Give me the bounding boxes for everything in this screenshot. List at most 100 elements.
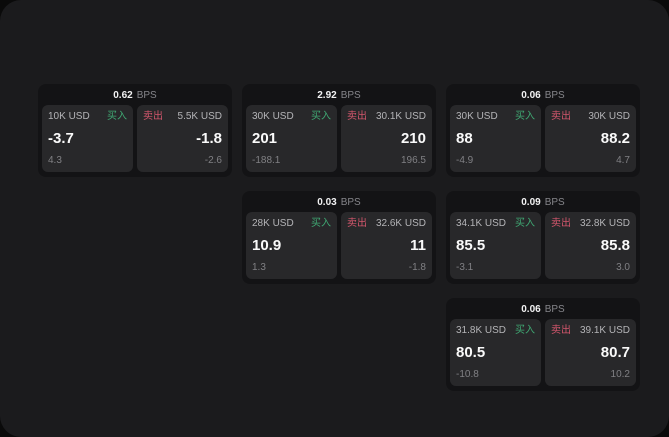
quote-card: 0.62 BPS 10K USD 买入 -3.7 4.3 卖出 5.5K USD…: [38, 84, 232, 177]
buy-side-label: 买入: [515, 325, 535, 336]
bps-value: 0.62: [113, 90, 133, 101]
sell-tile-top-row: 卖出 32.8K USD: [551, 218, 630, 230]
sell-tile-top-row: 卖出 30.1K USD: [347, 111, 426, 123]
bps-value: 0.09: [521, 197, 541, 208]
buy-price: 85.5: [456, 237, 486, 254]
sell-delta: -1.8: [408, 262, 426, 273]
sell-quote-tile[interactable]: 卖出 39.1K USD 80.7 10.2: [545, 319, 636, 386]
buy-price: 10.9: [252, 237, 282, 254]
buy-price: 80.5: [456, 344, 486, 361]
bps-header: 0.03 BPS: [242, 191, 436, 212]
buy-size: 10K USD: [48, 111, 90, 122]
sell-price: 85.8: [600, 237, 630, 254]
sell-price: 11: [410, 237, 426, 254]
buy-delta: 4.3: [48, 155, 62, 166]
quote-card-body: 34.1K USD 买入 85.5 -3.1 卖出 32.8K USD 85.8…: [446, 212, 640, 284]
buy-tile-top-row: 30K USD 买入: [456, 111, 535, 123]
buy-tile-top-row: 10K USD 买入: [48, 111, 127, 123]
bps-header: 0.09 BPS: [446, 191, 640, 212]
sell-tile-top-row: 卖出 32.6K USD: [347, 218, 426, 230]
buy-delta: -4.9: [456, 155, 474, 166]
sell-tile-top-row: 卖出 39.1K USD: [551, 325, 630, 337]
quote-card-body: 31.8K USD 买入 80.5 -10.8 卖出 39.1K USD 80.…: [446, 319, 640, 391]
sell-quote-tile[interactable]: 卖出 5.5K USD -1.8 -2.6: [137, 105, 228, 172]
bps-header: 0.06 BPS: [446, 84, 640, 105]
quote-card: 0.06 BPS 31.8K USD 买入 80.5 -10.8 卖出 39.1…: [446, 298, 640, 391]
bps-value: 0.06: [521, 304, 541, 315]
bps-header: 2.92 BPS: [242, 84, 436, 105]
sell-delta: 3.0: [616, 262, 630, 273]
buy-tile-top-row: 30K USD 买入: [252, 111, 331, 123]
bps-value: 0.03: [317, 197, 337, 208]
quote-card: 0.09 BPS 34.1K USD 买入 85.5 -3.1 卖出 32.8K…: [446, 191, 640, 284]
sell-side-label: 卖出: [551, 111, 571, 122]
bps-value: 2.92: [317, 90, 337, 101]
sell-side-label: 卖出: [347, 111, 367, 122]
sell-delta: 196.5: [400, 155, 426, 166]
buy-size: 30K USD: [456, 111, 498, 122]
buy-delta: -10.8: [456, 369, 479, 380]
sell-delta: 10.2: [610, 369, 630, 380]
quote-card: 0.03 BPS 28K USD 买入 10.9 1.3 卖出 32.6K US…: [242, 191, 436, 284]
quote-card-body: 30K USD 买入 88 -4.9 卖出 30K USD 88.2 4.7: [446, 105, 640, 177]
quote-card: 0.06 BPS 30K USD 买入 88 -4.9 卖出 30K USD 8…: [446, 84, 640, 177]
buy-quote-tile[interactable]: 31.8K USD 买入 80.5 -10.8: [450, 319, 541, 386]
buy-price: 88: [456, 130, 473, 147]
sell-size: 39.1K USD: [579, 325, 630, 336]
buy-quote-tile[interactable]: 30K USD 买入 88 -4.9: [450, 105, 541, 172]
sell-price: -1.8: [196, 130, 222, 147]
sell-size: 32.8K USD: [579, 218, 630, 229]
buy-side-label: 买入: [311, 218, 331, 229]
quote-card-body: 10K USD 买入 -3.7 4.3 卖出 5.5K USD -1.8 -2.…: [38, 105, 232, 177]
sell-size: 5.5K USD: [177, 111, 222, 122]
buy-tile-top-row: 31.8K USD 买入: [456, 325, 535, 337]
buy-side-label: 买入: [107, 111, 127, 122]
sell-size: 30K USD: [588, 111, 630, 122]
buy-size: 30K USD: [252, 111, 294, 122]
bps-unit-label: BPS: [544, 304, 565, 315]
buy-side-label: 买入: [311, 111, 331, 122]
sell-delta: 4.7: [616, 155, 630, 166]
sell-price: 210: [400, 130, 426, 147]
buy-tile-top-row: 34.1K USD 买入: [456, 218, 535, 230]
sell-price: 80.7: [600, 344, 630, 361]
quote-card-body: 30K USD 买入 201 -188.1 卖出 30.1K USD 210 1…: [242, 105, 436, 177]
quote-cards-grid: 0.62 BPS 10K USD 买入 -3.7 4.3 卖出 5.5K USD…: [38, 84, 640, 391]
buy-side-label: 买入: [515, 218, 535, 229]
buy-quote-tile[interactable]: 34.1K USD 买入 85.5 -3.1: [450, 212, 541, 279]
bps-header: 0.62 BPS: [38, 84, 232, 105]
bps-header: 0.06 BPS: [446, 298, 640, 319]
bps-unit-label: BPS: [340, 197, 361, 208]
bps-unit-label: BPS: [544, 197, 565, 208]
buy-quote-tile[interactable]: 28K USD 买入 10.9 1.3: [246, 212, 337, 279]
sell-quote-tile[interactable]: 卖出 32.8K USD 85.8 3.0: [545, 212, 636, 279]
bps-unit-label: BPS: [340, 90, 361, 101]
buy-price: -3.7: [48, 130, 74, 147]
buy-delta: -3.1: [456, 262, 474, 273]
buy-size: 34.1K USD: [456, 218, 507, 229]
sell-delta: -2.6: [204, 155, 222, 166]
buy-quote-tile[interactable]: 10K USD 买入 -3.7 4.3: [42, 105, 133, 172]
sell-tile-top-row: 卖出 30K USD: [551, 111, 630, 123]
buy-delta: 1.3: [252, 262, 266, 273]
bps-value: 0.06: [521, 90, 541, 101]
buy-quote-tile[interactable]: 30K USD 买入 201 -188.1: [246, 105, 337, 172]
buy-side-label: 买入: [515, 111, 535, 122]
quote-card-body: 28K USD 买入 10.9 1.3 卖出 32.6K USD 11 -1.8: [242, 212, 436, 284]
buy-size: 28K USD: [252, 218, 294, 229]
bps-unit-label: BPS: [544, 90, 565, 101]
sell-size: 30.1K USD: [375, 111, 426, 122]
sell-side-label: 卖出: [551, 325, 571, 336]
sell-tile-top-row: 卖出 5.5K USD: [143, 111, 222, 123]
sell-quote-tile[interactable]: 卖出 30.1K USD 210 196.5: [341, 105, 432, 172]
sell-size: 32.6K USD: [375, 218, 426, 229]
buy-price: 201: [252, 130, 278, 147]
sell-side-label: 卖出: [143, 111, 163, 122]
sell-side-label: 卖出: [551, 218, 571, 229]
quote-card: 2.92 BPS 30K USD 买入 201 -188.1 卖出 30.1K …: [242, 84, 436, 177]
sell-quote-tile[interactable]: 卖出 30K USD 88.2 4.7: [545, 105, 636, 172]
buy-tile-top-row: 28K USD 买入: [252, 218, 331, 230]
buy-size: 31.8K USD: [456, 325, 507, 336]
sell-quote-tile[interactable]: 卖出 32.6K USD 11 -1.8: [341, 212, 432, 279]
